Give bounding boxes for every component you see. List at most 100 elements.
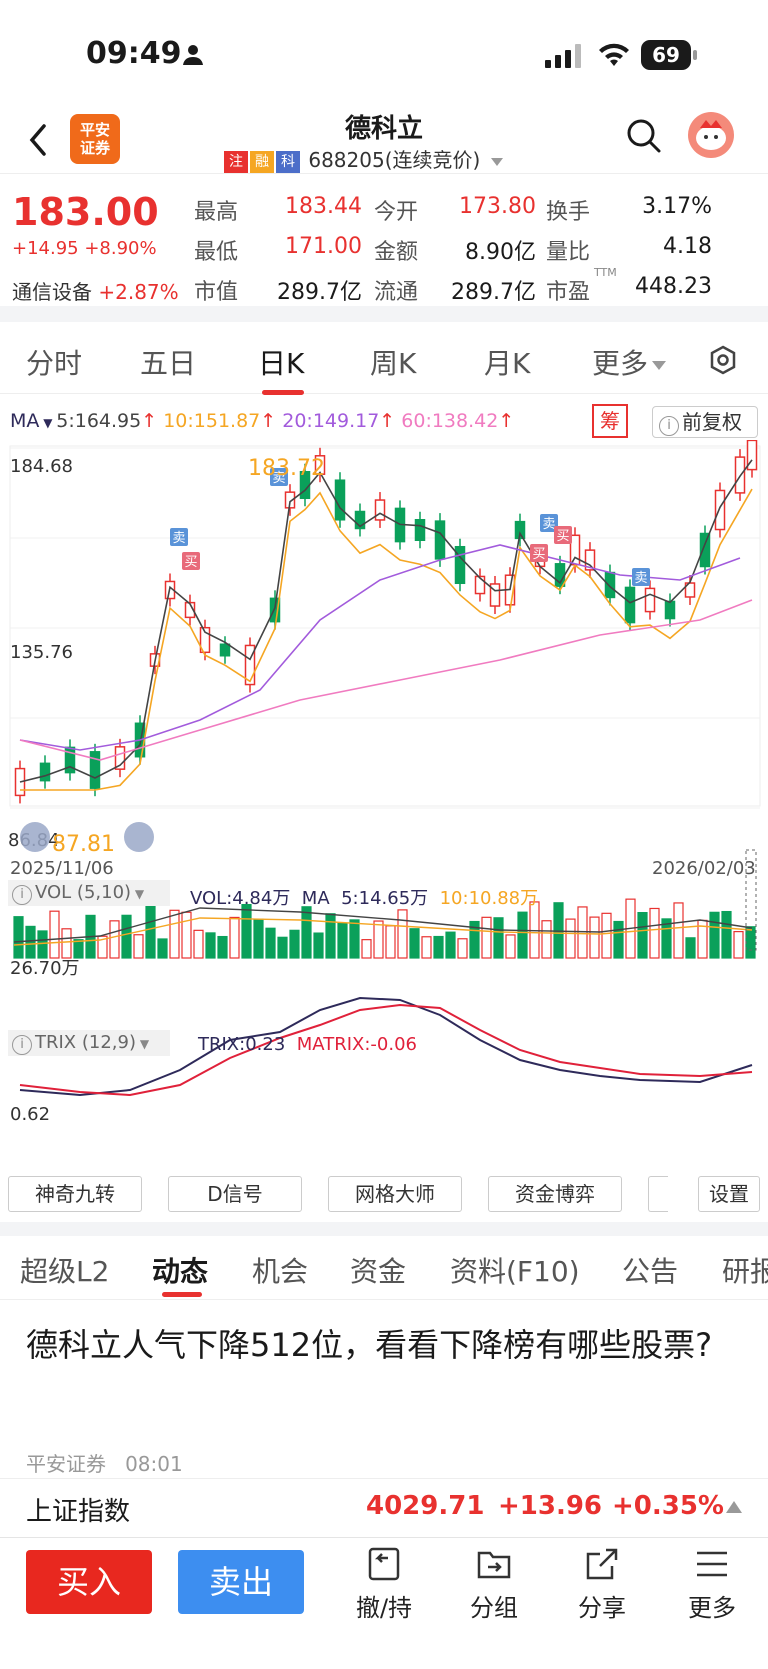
buy-button[interactable]: 买入 [26,1550,152,1614]
ma-legend[interactable]: MA ▼ 5:164.95↑ 10:151.87↑ 20:149.17↑ 60:… [10,410,514,432]
signal-buy-label: 买 [532,547,545,562]
candle-body [219,643,231,657]
sell-button[interactable]: 卖出 [178,1550,304,1614]
vol-header-label: VOL (5,10) [35,882,132,903]
ntab-l2[interactable]: 超级L2 [20,1255,110,1288]
index-change: +13.96 [498,1491,603,1521]
quote-value: 289.7亿 [451,280,536,305]
quote-label: 市值 [194,280,239,305]
active-tab-indicator [162,1292,202,1297]
fuquan-button[interactable]: i 前复权 [652,406,758,438]
ntab-jihui[interactable]: 机会 [252,1255,309,1288]
quote-label: 流通 [374,280,419,305]
tool-dsignal[interactable]: D信号 [168,1176,302,1212]
candle-body [474,575,486,595]
ma60-value: 60:138.42 [401,410,499,432]
trix-header[interactable]: i TRIX (12,9) ▼ [12,1032,149,1055]
vol-ma10: 10:10.88万 [439,888,539,909]
volume-bar [361,939,372,959]
candle-body [244,644,256,686]
tab-rik[interactable]: 日K [258,347,305,380]
group-button[interactable]: 分组 [454,1546,534,1623]
vol-range-marker [745,849,757,951]
tool-partial[interactable] [648,1176,668,1212]
ntab-gonggao[interactable]: 公告 [622,1255,679,1288]
scroll-left-icon[interactable] [20,822,50,852]
candle-body [374,499,386,521]
stock-code-row[interactable]: 注融科 688205(连续竞价) [224,144,503,173]
tool-settings[interactable]: 设置 [698,1176,760,1212]
signal-buy-badge [182,552,200,570]
back-arrow-icon[interactable] [24,120,54,160]
quote-value: 3.17% [642,194,712,219]
ntab-zijin[interactable]: 资金 [350,1255,407,1288]
tag-rong: 融 [250,150,274,173]
candle-body [624,586,636,624]
volume-bar [169,909,180,959]
status-time: 09:49 [86,36,182,71]
volume-bar [37,930,48,959]
index-ticker[interactable]: 上证指数 4029.71 +13.96 +0.35% [0,1478,768,1536]
menu-icon [697,1551,727,1577]
tool-grid[interactable]: 网格大师 [328,1176,462,1212]
vol-value: VOL:4.84万 [190,888,291,909]
volume-bar [541,920,552,959]
trix-line [19,996,753,1097]
news-title[interactable]: 德科立人气下降512位，看看下降榜有哪些股票? [26,1326,713,1364]
vol-y-label: 26.70万 [10,958,80,979]
fullscreen-icon[interactable] [124,822,154,852]
section-divider [0,306,768,322]
volume-bar [49,910,60,959]
tool-fund[interactable]: 资金博弈 [488,1176,622,1212]
info-icon: i [12,885,32,905]
volume-bar [457,938,468,959]
volume-bar [661,918,672,959]
current-price: 183.00 [12,190,159,234]
volume-bar [25,925,36,959]
volume-bar [469,920,480,959]
more-button[interactable]: 更多 [672,1546,752,1623]
gear-icon[interactable] [706,344,740,378]
candle-body [184,601,196,619]
sector-row[interactable]: 通信设备 +2.87% [12,276,179,305]
vol-ma5-line [13,907,753,943]
volume-bar [277,936,288,959]
ntab-f10[interactable]: 资料(F10) [450,1255,580,1288]
up-arrow-icon: ↑ [498,410,515,432]
trix-indicator-bg [8,1030,170,1056]
quote-value: 4.18 [663,234,712,259]
tab-more[interactable]: 更多 [592,342,667,382]
volume-bar [589,916,600,959]
volume-bar [397,909,408,959]
ntab-dongtai[interactable]: 动态 [152,1255,209,1288]
tab-wuri[interactable]: 五日 [140,347,197,380]
price-change: +14.95 +8.90% [12,238,157,259]
index-value: 4029.71 [366,1491,485,1521]
quote-label: 今开 [374,200,419,225]
volume-bar [745,926,756,959]
cancel-hold-button[interactable]: 撤/持 [344,1546,424,1623]
chip-button[interactable]: 筹 [592,404,628,438]
tab-yuek[interactable]: 月K [484,347,531,380]
volume-bar [157,938,168,959]
ma20-line [19,544,741,751]
search-icon[interactable] [624,116,664,156]
ntab-yanbao[interactable]: 研报 [722,1255,768,1288]
quote-value: 289.7亿 [277,280,362,305]
avatar[interactable] [688,112,734,158]
candle-body [604,571,616,599]
tab-fenshi[interactable]: 分时 [26,347,83,380]
sector-change: +2.87% [98,280,179,304]
vol-values: VOL:4.84万 MA 5:14.65万 10:10.88万 [190,884,538,910]
signal-buy-badge [530,544,548,562]
vol-header[interactable]: i VOL (5,10) ▼ [12,882,144,905]
share-button[interactable]: 分享 [562,1546,642,1623]
volume-bar [229,916,240,959]
tab-zhouk[interactable]: 周K [370,347,417,380]
tool-shenqi[interactable]: 神奇九转 [8,1176,142,1212]
share-label: 分享 [578,1594,626,1622]
ma20-value: 20:149.17 [282,410,380,432]
volume-bar [61,928,72,959]
signal-buy-label: 买 [556,529,569,544]
